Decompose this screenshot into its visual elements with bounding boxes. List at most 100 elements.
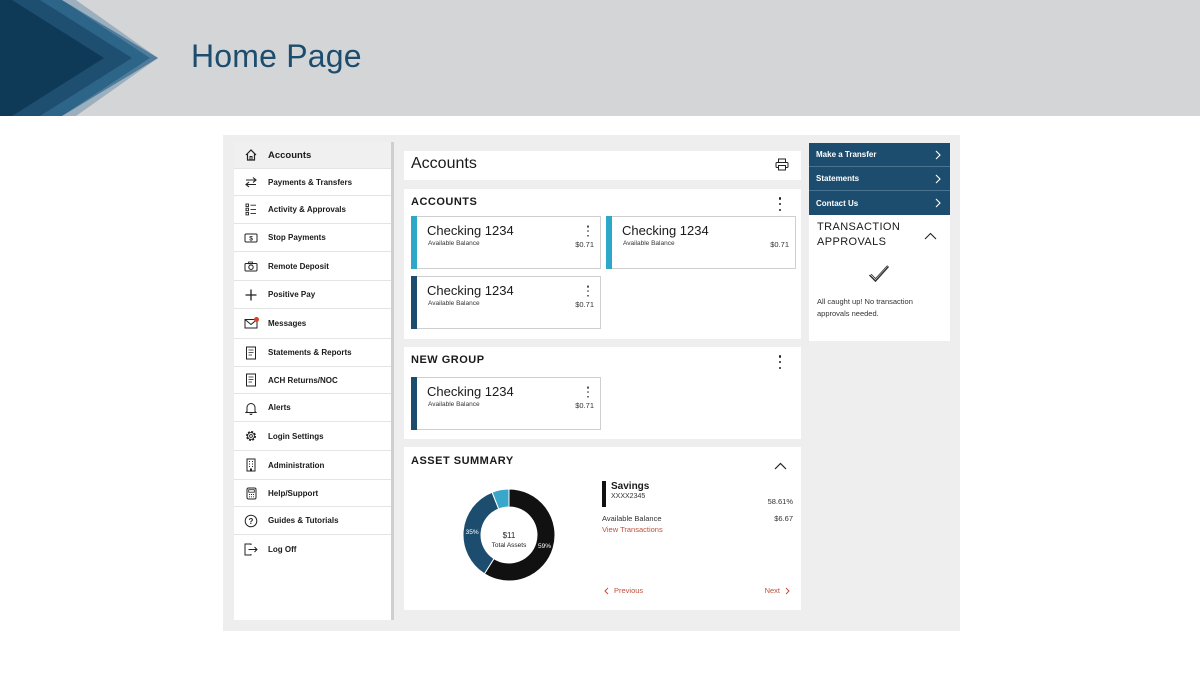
statements-link[interactable]: Statements [809, 167, 950, 191]
collapse-chevron-icon[interactable] [924, 227, 937, 245]
sidebar-item-label: Help/Support [268, 488, 319, 498]
account-balance: $0.71 [770, 240, 789, 249]
slide-header: Home Page [0, 0, 1200, 116]
sidebar-item-administration[interactable]: Administration [234, 451, 391, 480]
donut-segment [483, 488, 556, 582]
chevron-right-icon [935, 150, 941, 160]
sidebar-item-payments-transfers[interactable]: Payments & Transfers [234, 169, 391, 196]
asset-balance: $6.67 [774, 514, 793, 523]
slide-title: Home Page [191, 38, 362, 74]
account-balance-label: Available Balance [428, 300, 480, 307]
logout-icon [234, 543, 268, 556]
plus-icon [234, 289, 268, 301]
envelope-icon [234, 318, 268, 329]
gear-icon [234, 429, 268, 443]
new-group-menu-button[interactable] [775, 355, 785, 369]
accounts-header: Accounts [404, 151, 801, 180]
account-card[interactable]: Checking 1234 Available Balance $0.71 [411, 377, 601, 430]
next-label: Next [764, 586, 780, 595]
printer-icon[interactable] [775, 158, 789, 176]
series-swatch [602, 481, 606, 507]
sidebar-item-label: Positive Pay [268, 290, 316, 299]
sidebar-item-ach-returns[interactable]: ACH Returns/NOC [234, 367, 391, 394]
accounts-group-menu-button[interactable] [775, 197, 785, 211]
previous-button[interactable]: Previous [604, 586, 643, 595]
sidebar-item-label: Remote Deposit [268, 261, 329, 271]
donut-segment [491, 488, 510, 510]
svg-text:?: ? [249, 517, 254, 526]
account-balance-label: Available Balance [623, 240, 675, 247]
account-balance-label: Available Balance [428, 401, 480, 408]
collapse-chevron-icon[interactable] [774, 457, 787, 475]
svg-text:$: $ [249, 235, 253, 242]
account-name: Checking 1234 [427, 283, 514, 298]
new-group-panel: NEW GROUP Checking 1234 Available Balanc… [404, 347, 801, 439]
sidebar-item-activity-approvals[interactable]: Activity & Approvals [234, 196, 391, 224]
sidebar-item-label: Messages [268, 319, 307, 328]
approvals-title-line: APPROVALS [817, 236, 887, 248]
card-menu-button[interactable] [584, 285, 592, 297]
calculator-icon [234, 487, 268, 500]
chevron-decoration [0, 0, 158, 116]
transaction-approvals-panel: TRANSACTION APPROVALS All caught up! No … [809, 215, 950, 341]
chevron-left-icon [604, 587, 609, 594]
contact-us-link[interactable]: Contact Us [809, 191, 950, 215]
sidebar-item-remote-deposit[interactable]: Remote Deposit [234, 252, 391, 281]
quick-link-label: Statements [816, 174, 860, 183]
previous-label: Previous [614, 586, 644, 595]
account-card[interactable]: Checking 1234 Available Balance $0.71 [411, 276, 601, 329]
document-icon [234, 373, 268, 387]
sidebar-item-label: Accounts [268, 149, 312, 161]
checklist-icon [234, 203, 268, 216]
sidebar-item-label: Administration [268, 460, 325, 470]
sidebar-nav: Accounts Payments & Transfers Activity &… [234, 142, 394, 620]
approvals-message: All caught up! No transaction approvals … [817, 297, 913, 318]
donut-segment-label: 59% [538, 543, 551, 550]
quick-link-label: Contact Us [816, 198, 859, 208]
card-menu-button[interactable] [584, 225, 592, 237]
asset-summary-title: ASSET SUMMARY [411, 455, 514, 467]
building-icon [234, 458, 268, 472]
account-name: Checking 1234 [427, 384, 514, 399]
sidebar-item-accounts[interactable]: Accounts [234, 142, 391, 169]
view-transactions-link[interactable]: View Transactions [602, 525, 663, 534]
sidebar-item-log-off[interactable]: Log Off [234, 535, 391, 563]
account-card[interactable]: Checking 1234 Available Balance $0.71 [411, 216, 601, 269]
asset-account-number: XXXX2345 [611, 493, 646, 500]
card-accent-bar [411, 276, 417, 329]
sidebar-item-help-support[interactable]: Help/Support [234, 480, 391, 507]
sidebar-item-alerts[interactable]: Alerts [234, 394, 391, 422]
camera-icon [234, 261, 268, 272]
account-name: Checking 1234 [622, 223, 709, 238]
approvals-title-line: TRANSACTION [817, 221, 901, 233]
approvals-title: TRANSACTION APPROVALS [817, 220, 900, 250]
chevron-right-icon [785, 587, 790, 594]
sidebar-item-label: Alerts [268, 403, 291, 412]
dollar-bill-icon: $ [234, 233, 268, 243]
quick-link-label: Make a Transfer [816, 150, 877, 159]
next-button[interactable]: Next [765, 586, 790, 595]
sidebar-item-messages[interactable]: Messages [234, 309, 391, 339]
account-balance: $0.71 [575, 401, 594, 410]
make-transfer-link[interactable]: Make a Transfer [809, 143, 950, 167]
transfer-arrows-icon [234, 176, 268, 188]
sidebar-item-label: Guides & Tutorials [268, 516, 339, 525]
sidebar-item-guides-tutorials[interactable]: ? Guides & Tutorials [234, 507, 391, 535]
asset-summary-panel: ASSET SUMMARY 59% 35% $11 Total Assets Sa… [404, 447, 801, 610]
sidebar-item-label: Payments & Transfers [268, 177, 353, 187]
card-accent-bar [411, 377, 417, 430]
sidebar-item-positive-pay[interactable]: Positive Pay [234, 281, 391, 309]
account-card[interactable]: Checking 1234 Available Balance $0.71 [606, 216, 796, 269]
account-balance-label: Available Balance [428, 240, 480, 247]
sidebar-item-label: Log Off [268, 544, 297, 554]
home-icon [234, 148, 268, 162]
message-badge [254, 317, 259, 322]
checkmark-icon [868, 265, 890, 288]
sidebar-item-stop-payments[interactable]: $ Stop Payments [234, 224, 391, 252]
sidebar-item-login-settings[interactable]: Login Settings [234, 422, 391, 451]
sidebar-item-label: Statements & Reports [268, 348, 352, 357]
sidebar-item-statements-reports[interactable]: Statements & Reports [234, 339, 391, 367]
card-menu-button[interactable] [584, 386, 592, 398]
accounts-group-panel: ACCOUNTS Checking 1234 Available Balance… [404, 189, 801, 339]
sidebar-item-label: Stop Payments [268, 233, 326, 242]
